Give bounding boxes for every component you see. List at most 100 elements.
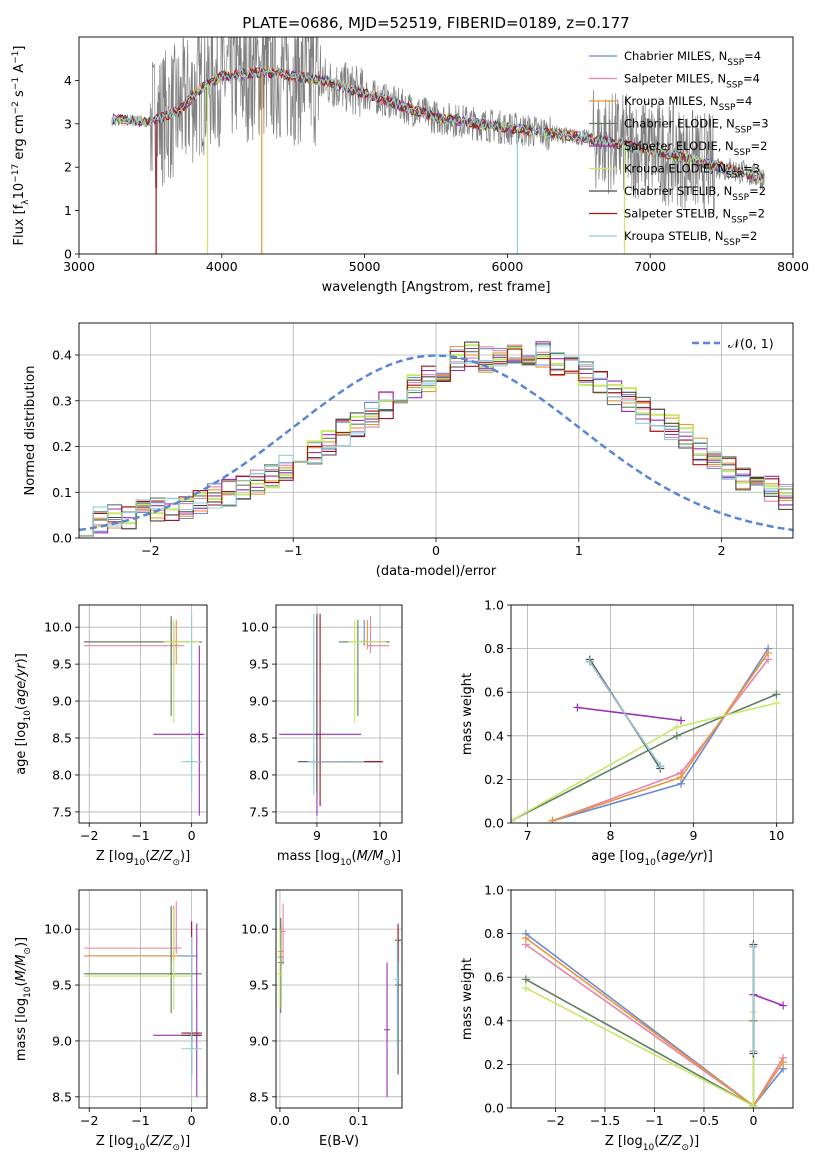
errorbar-chabrier-elodie-marker [277, 959, 284, 966]
weight-line-kroupa-miles-marker [548, 816, 557, 823]
weight-line-salpeter-elodie-marker [779, 1001, 788, 1010]
weight-line-chabrier-elodie-marker [672, 731, 681, 740]
mass_vs_EBV-frame-group: 0.0 0.1 8.5 9.0 9.5 10.0 E(B-V) [241, 889, 403, 1149]
weight-line-kroupa-stelib-marker [749, 942, 758, 951]
legend-entry-salpeter-stelib: Salpeter STELIB, NSSP=2 [624, 207, 765, 226]
spectrum-ylabel-part: A [12, 64, 27, 77]
legend-entry-chabrier-miles: Chabrier MILES, NSSP=4 [624, 49, 761, 68]
residuals-ytick-label: 0.1 [52, 485, 72, 500]
weight-line-kroupa-elodie [525, 987, 755, 1108]
legend-ssp: SSP [726, 171, 743, 181]
legend-ssp: SSP [735, 126, 752, 136]
weight_vs_Z-axes [511, 889, 793, 1109]
age_vs_mass-xlabel-part: ( [352, 849, 357, 864]
age_vs_mass-plot-area [279, 613, 390, 816]
mass_vs_Z-ytick-label: 9.0 [52, 1033, 72, 1048]
weight-line-salpeter-miles [552, 659, 769, 822]
age_vs_Z-ytick-label: 10.0 [44, 620, 72, 635]
weight-line-kroupa-elodie-marker [521, 984, 530, 993]
errorbar-kroupa-stelib-marker [310, 758, 317, 765]
weight_vs_Z-xlabel-part: Z/Z [658, 1134, 682, 1149]
age_vs_Z-ytick-label: 8.5 [52, 731, 72, 746]
mass_vs_Z-ytick-label: 9.5 [52, 978, 72, 993]
age_vs_Z-xlabel: Z [log10(Z/Z⊙)] [96, 849, 190, 868]
legend-ssp: SSP [726, 81, 743, 91]
residuals-xtick-label: −1 [284, 543, 302, 558]
spectrum-ytick-label: 4 [64, 73, 72, 88]
weight_vs_Z-xlabel-part: ⊙ [681, 1143, 689, 1153]
age_vs_mass-xtick-label: 9 [313, 828, 321, 843]
weight_vs_Z-xtick-label: −0.5 [689, 1113, 719, 1128]
weight_vs_Z-xlabel-part: )] [689, 1134, 699, 1149]
histogram-salpeter-elodie [79, 341, 793, 537]
legend-ssp: SSP [731, 216, 748, 226]
spectrum-xlabel: wavelength [Angstrom, rest frame] [322, 280, 551, 295]
legend-entry-chabrier-elodie: Chabrier ELODIE, NSSP=3 [624, 117, 769, 136]
spectrum-ylabel-part: ] [12, 46, 27, 51]
age_vs_Z-ylabel-part: age/yr [14, 662, 29, 705]
model-spectrum-kroupa-stelib [111, 66, 764, 183]
legend-n: , N [711, 49, 727, 63]
legend-imf: Salpeter MILES [624, 72, 710, 86]
mass_vs_Z-frame [78, 889, 208, 1109]
weight_vs_age-xlabel-part: )] [703, 849, 713, 864]
mass_vs_Z-xtick-label: −1 [131, 1113, 149, 1128]
spectrum-xtick-label: 7000 [634, 259, 666, 274]
legend-value: =2 [748, 207, 765, 221]
weight_vs_Z-ylabel-part: mass weight [460, 958, 475, 1040]
errorbar-salpeter-miles-marker [173, 945, 180, 952]
weight-line-kroupa-elodie [511, 702, 777, 822]
age_vs_mass-xlabel-part: )] [391, 849, 401, 864]
legend-imf: Kroupa STELIB [624, 229, 708, 243]
mass_vs_Z-plot-area [84, 901, 202, 1097]
legend-ssp: SSP [719, 103, 736, 113]
spectrum-ylabel-part: s [12, 90, 27, 101]
spectrum-ylabel-part: −2 [11, 101, 21, 114]
age_vs_Z-ytick-label: 8.0 [52, 767, 72, 782]
spectrum-xlabel-part: wavelength [Angstrom, rest frame] [322, 280, 551, 295]
weight_vs_Z-ytick-label: 0.2 [484, 1057, 504, 1072]
weight_vs_Z-ytick-label: 1.0 [484, 883, 504, 898]
weight_vs_Z-xtick-label: −2 [546, 1113, 564, 1128]
weight_vs_Z-ytick-label: 0.4 [484, 1013, 504, 1028]
mass_vs_EBV-ytick-label: 8.5 [249, 1089, 269, 1104]
legend-entry-kroupa-elodie: Kroupa ELODIE, NSSP=3 [624, 162, 760, 181]
errorbar-kroupa-stelib-marker [188, 758, 195, 765]
legend-entry-chabrier-stelib: Chabrier STELIB, NSSP=2 [624, 184, 766, 203]
age_vs_Z-axes [79, 605, 207, 823]
residuals-frame-group: −2 −1 0 1 2 0.0 0.1 0.2 0.3 0.4 𝒩(0, 1) (data-model… [23, 322, 794, 579]
mass_vs_Z-xlabel-part: 10 [134, 1143, 146, 1153]
weight_vs_age-ytick-label: 0.4 [484, 728, 504, 743]
normal-legend-label: 𝒩(0, 1) [728, 336, 774, 351]
weight-line-kroupa-elodie-marker [511, 816, 515, 823]
weight-line-kroupa-elodie-marker [749, 1101, 758, 1108]
age_vs_mass-ytick-label: 8.5 [249, 731, 269, 746]
legend-value: =3 [743, 162, 760, 176]
mass_vs_Z-xtick-label: −2 [80, 1113, 98, 1128]
mass_vs_Z-frame-group: −2 −1 08.59.09.510.0Z [log10(Z/Z⊙)]mass [l… [14, 889, 208, 1153]
mass_vs_EBV-ytick-label: 10.0 [241, 922, 269, 937]
age_vs_mass-xtick-label: 10 [372, 828, 388, 843]
residuals-ytick-label: 0.4 [52, 348, 72, 363]
weight_vs_age-xtick-label: 9 [689, 828, 697, 843]
mass_vs_Z-ytick-label: 10.0 [44, 922, 72, 937]
spectrum-ytick-label: 0 [64, 247, 72, 262]
weight_vs_Z-ytick-label: 0.8 [484, 926, 504, 941]
mass_vs_EBV-frame [275, 889, 403, 1109]
age_vs_Z-xtick-label: 0 [188, 828, 196, 843]
mass_vs_Z-xlabel-part: ⊙ [172, 1143, 180, 1153]
weight_vs_Z-xtick-label: 0 [749, 1113, 757, 1128]
legend-imf: Chabrier STELIB [624, 184, 716, 198]
mass_vs_Z-ylabel-part: mass [log [14, 998, 29, 1061]
age_vs_Z-xtick-label: −1 [131, 828, 149, 843]
legend-imf: Chabrier MILES [624, 49, 711, 63]
age_vs_Z-xlabel-part: Z [log [96, 849, 134, 864]
legend-imf: Kroupa MILES [624, 94, 703, 108]
age_vs_mass-ytick-label: 9.5 [249, 657, 269, 672]
spectrum-ylabel-part: −17 [11, 164, 21, 183]
weight_vs_age-axes [511, 604, 793, 824]
legend-value: =4 [735, 94, 752, 108]
age_vs_Z-ytick-label: 9.5 [52, 657, 72, 672]
residuals-ytick-label: 0.0 [52, 531, 72, 546]
